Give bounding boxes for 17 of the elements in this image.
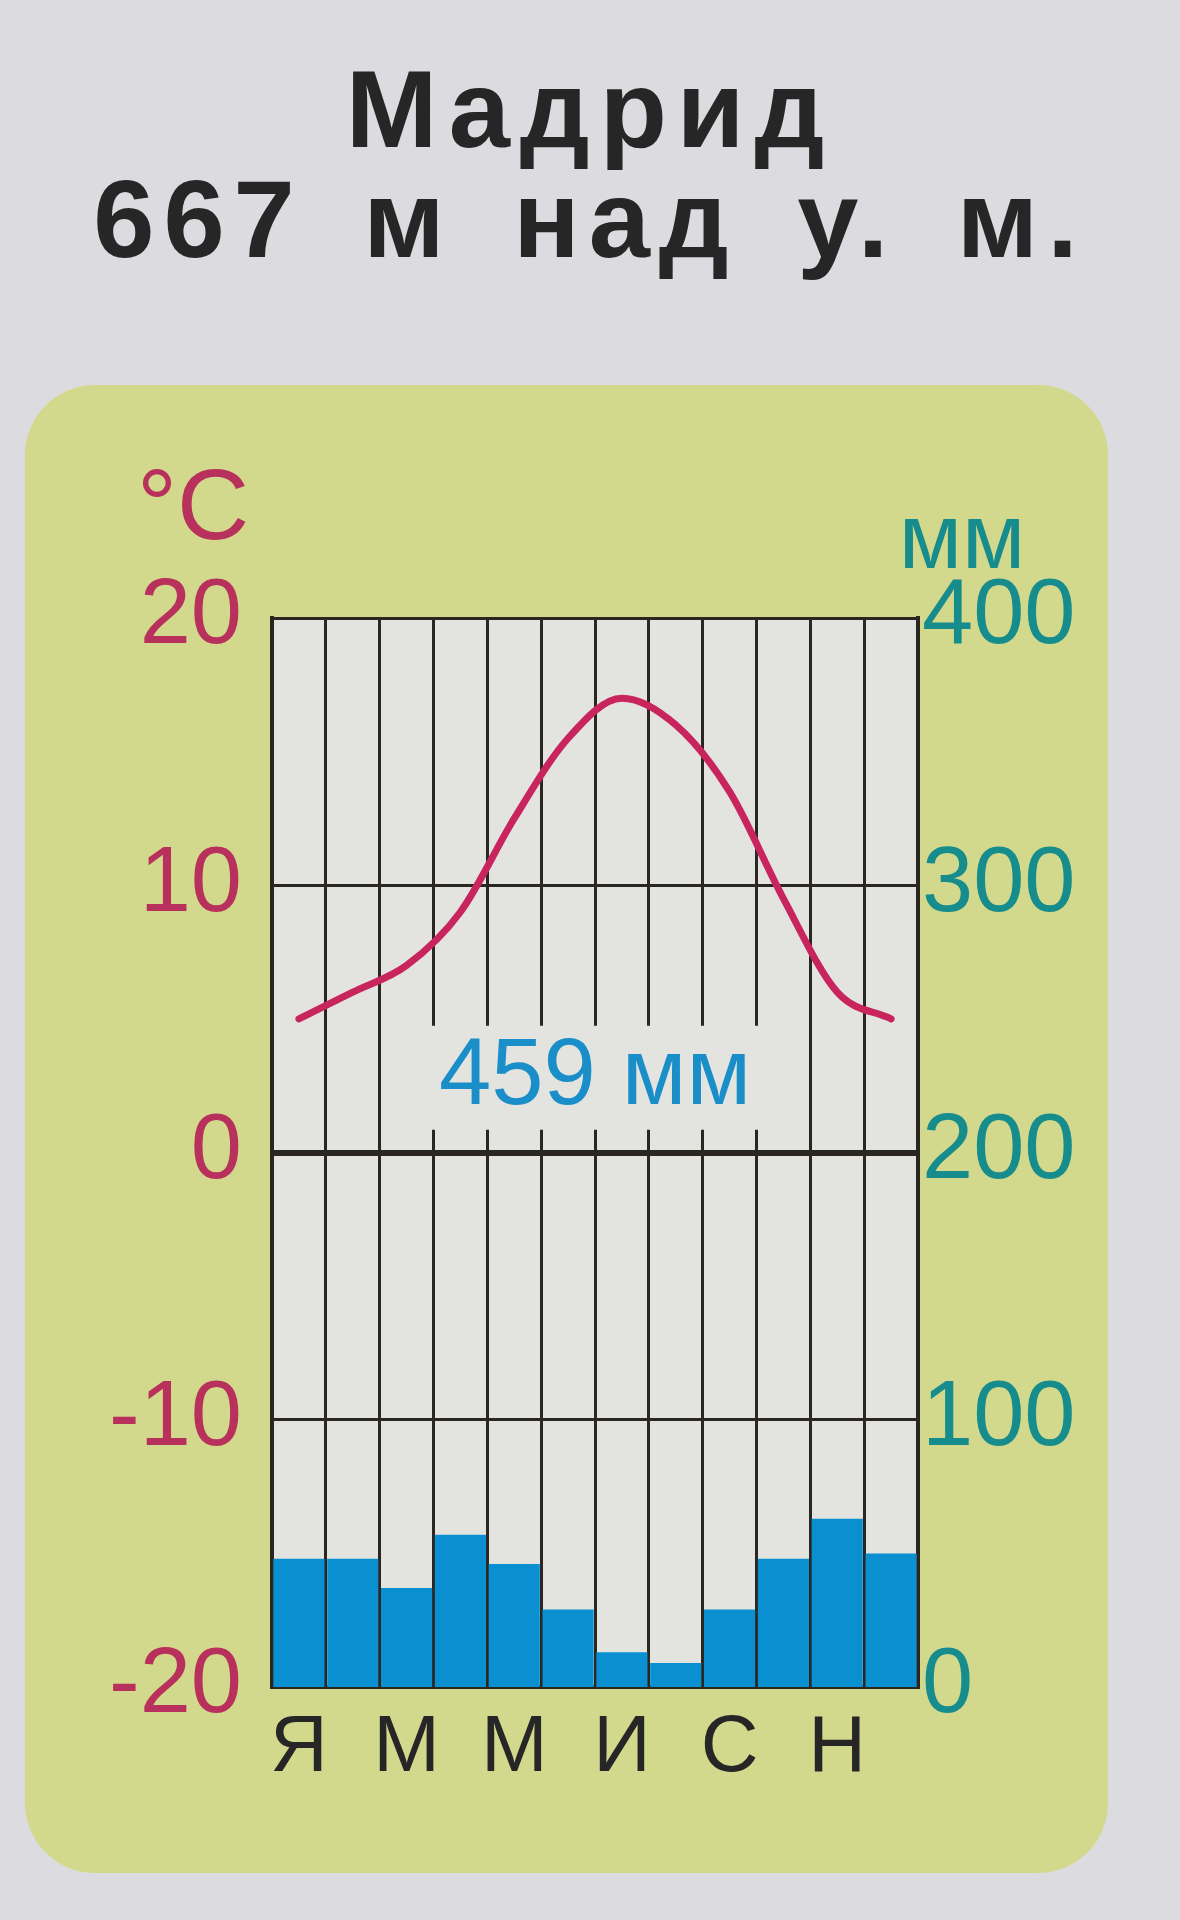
y-tick-label: -10 — [109, 1362, 242, 1465]
x-tick-label: И — [593, 1699, 651, 1789]
y2-tick-label: 0 — [922, 1629, 974, 1732]
y-tick-label: 0 — [190, 1094, 242, 1197]
y-tick-label: 20 — [139, 560, 242, 663]
y-tick-label: 10 — [139, 827, 242, 930]
y2-tick-label: 200 — [922, 1094, 1076, 1197]
x-tick-label: М — [373, 1699, 440, 1789]
x-tick-label: С — [700, 1699, 759, 1789]
annotation: 459 мм — [438, 1018, 752, 1124]
y2-tick-label: 300 — [922, 827, 1076, 930]
y-axis-title: °C — [136, 448, 250, 560]
x-tick-label: Я — [270, 1699, 328, 1789]
x-tick-label: М — [480, 1699, 548, 1789]
y2-tick-label: 100 — [922, 1362, 1076, 1465]
y-tick-label: -20 — [109, 1629, 242, 1732]
x-tick-label: Н — [808, 1699, 867, 1789]
